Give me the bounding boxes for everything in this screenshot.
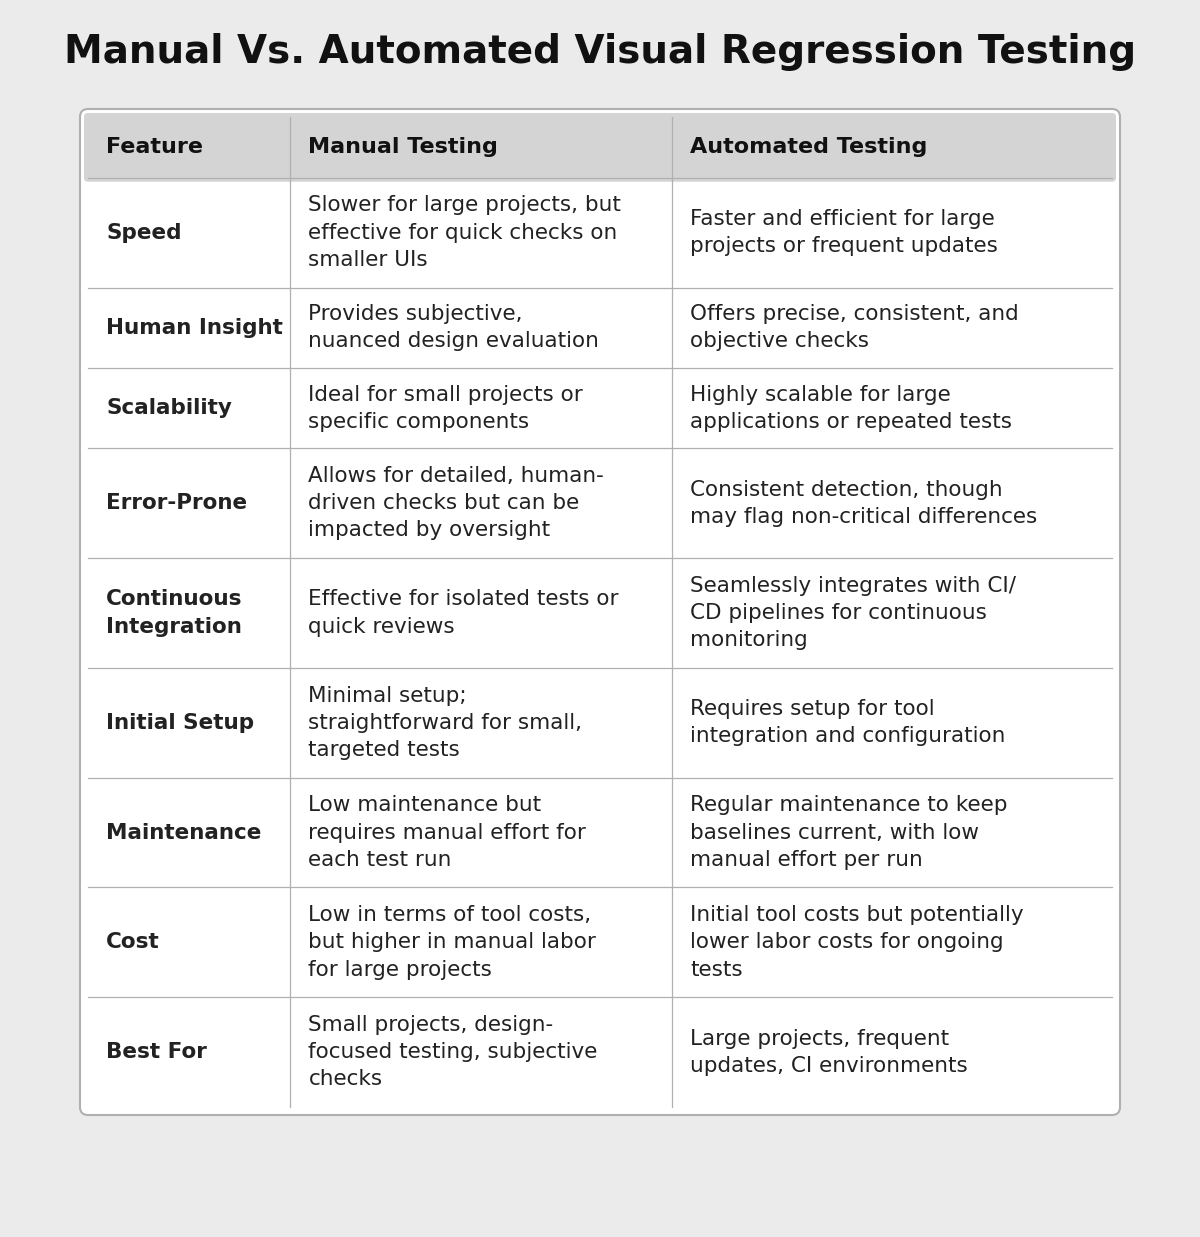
FancyBboxPatch shape <box>80 109 1120 1115</box>
Text: Initial tool costs but potentially
lower labor costs for ongoing
tests: Initial tool costs but potentially lower… <box>690 905 1024 980</box>
Text: Small projects, design-
focused testing, subjective
checks: Small projects, design- focused testing,… <box>308 1014 598 1090</box>
FancyBboxPatch shape <box>84 113 1116 182</box>
Text: Minimal setup;
straightforward for small,
targeted tests: Minimal setup; straightforward for small… <box>308 685 582 760</box>
Text: Faster and efficient for large
projects or frequent updates: Faster and efficient for large projects … <box>690 209 998 256</box>
Text: Human Insight: Human Insight <box>106 318 283 338</box>
Text: Requires setup for tool
integration and configuration: Requires setup for tool integration and … <box>690 699 1006 746</box>
Text: Initial Setup: Initial Setup <box>106 713 254 732</box>
Text: Cost: Cost <box>106 933 160 952</box>
Text: Low maintenance but
requires manual effort for
each test run: Low maintenance but requires manual effo… <box>308 795 587 870</box>
Text: Feature: Feature <box>106 137 203 157</box>
Text: Consistent detection, though
may flag non-critical differences: Consistent detection, though may flag no… <box>690 480 1038 527</box>
Text: Continuous
Integration: Continuous Integration <box>106 589 242 637</box>
Text: Best For: Best For <box>106 1042 206 1063</box>
Text: Offers precise, consistent, and
objective checks: Offers precise, consistent, and objectiv… <box>690 304 1019 351</box>
Text: Effective for isolated tests or
quick reviews: Effective for isolated tests or quick re… <box>308 589 619 637</box>
Text: Manual Vs. Automated Visual Regression Testing: Manual Vs. Automated Visual Regression T… <box>64 33 1136 71</box>
Text: Large projects, frequent
updates, CI environments: Large projects, frequent updates, CI env… <box>690 1028 968 1076</box>
Text: Ideal for small projects or
specific components: Ideal for small projects or specific com… <box>308 385 583 432</box>
Text: Automated Testing: Automated Testing <box>690 137 928 157</box>
Text: Seamlessly integrates with CI/
CD pipelines for continuous
monitoring: Seamlessly integrates with CI/ CD pipeli… <box>690 575 1016 651</box>
Text: Provides subjective,
nuanced design evaluation: Provides subjective, nuanced design eval… <box>308 304 599 351</box>
Text: Regular maintenance to keep
baselines current, with low
manual effort per run: Regular maintenance to keep baselines cu… <box>690 795 1008 870</box>
Text: Highly scalable for large
applications or repeated tests: Highly scalable for large applications o… <box>690 385 1013 432</box>
Text: Scalability: Scalability <box>106 398 232 418</box>
Text: Allows for detailed, human-
driven checks but can be
impacted by oversight: Allows for detailed, human- driven check… <box>308 466 605 541</box>
Text: Maintenance: Maintenance <box>106 823 262 842</box>
Text: Speed: Speed <box>106 223 181 242</box>
Text: Manual Testing: Manual Testing <box>308 137 498 157</box>
Text: Slower for large projects, but
effective for quick checks on
smaller UIs: Slower for large projects, but effective… <box>308 195 622 270</box>
Text: Low in terms of tool costs,
but higher in manual labor
for large projects: Low in terms of tool costs, but higher i… <box>308 905 596 980</box>
Text: Error-Prone: Error-Prone <box>106 494 247 513</box>
